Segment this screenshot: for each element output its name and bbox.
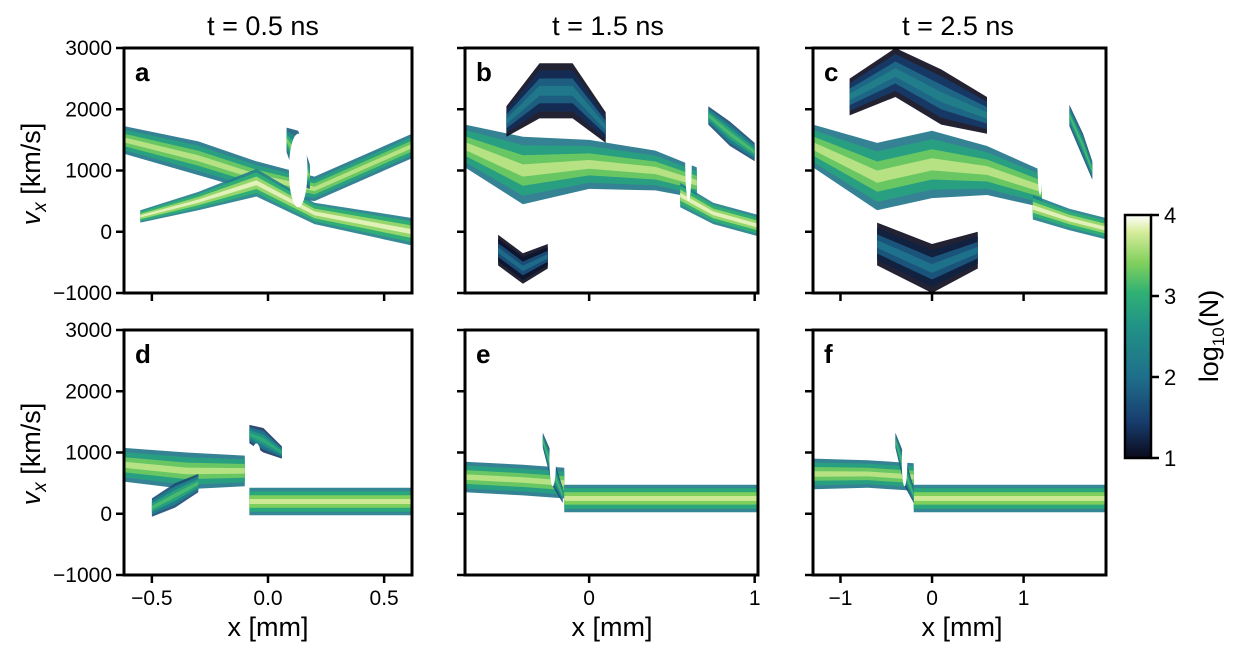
panel-letter: a — [135, 57, 150, 87]
x-axis-label-1: x [mm] — [228, 612, 309, 642]
band-4-layer-4 — [1032, 205, 1106, 231]
y-tick-label: 2000 — [65, 380, 112, 403]
band-1-layer-4 — [813, 471, 914, 480]
panel-e: 0 1 e — [457, 328, 761, 610]
heatmap-area — [813, 48, 1106, 293]
y-tick-label: 3000 — [65, 319, 112, 342]
band-3-layer-3 — [877, 234, 978, 280]
x-tick-label: 0 — [583, 587, 595, 610]
panel-letter: b — [476, 57, 492, 87]
panel-d: −1000 0 1000 2000 3000 −0.5 0.0 0.5 d — [53, 319, 414, 610]
band-1-layer-4 — [813, 142, 1042, 193]
band-2-layer-3 — [140, 176, 412, 238]
panel-f: −1 0 1 f — [805, 328, 1108, 610]
colorbar-ticks: 1 2 3 4 — [1151, 203, 1176, 471]
y-axis-label-bottom: vx [km/s] — [16, 403, 51, 506]
band-3-layer-4 — [877, 240, 978, 273]
x-tick-label: 0 — [926, 587, 938, 610]
y-tick-label: 2000 — [65, 98, 112, 121]
x-tick-label: −0.5 — [131, 587, 172, 610]
void-region-1 — [549, 431, 557, 487]
band-2-layer-3 — [506, 78, 606, 135]
band-2-layer-4 — [913, 496, 1106, 501]
band-1-layer-4 — [465, 142, 697, 186]
band-1-layer-4 — [124, 461, 245, 475]
band-4-layer-4 — [708, 113, 755, 154]
x-tick-label: 1 — [1018, 587, 1030, 610]
y-axis-label-top: vx [km/s] — [16, 123, 51, 226]
band-2-layer-4 — [849, 68, 987, 119]
colorbar: 1 2 3 4 log10(N) — [1123, 203, 1228, 471]
heatmap-area — [124, 424, 412, 517]
void-region-1 — [685, 115, 692, 202]
panel-a: −1000 0 1000 2000 3000 a — [53, 37, 414, 305]
void-region-1 — [251, 443, 262, 474]
x-axis-label-2: x [mm] — [572, 612, 653, 642]
y-tick-label: 1000 — [65, 160, 112, 183]
column-title-2: t = 1.5 ns — [552, 11, 664, 41]
band-2-layer-4 — [564, 496, 758, 501]
band-3-layer-4 — [151, 481, 199, 510]
panel-letter: d — [135, 339, 151, 369]
y-tick-label: 0 — [100, 221, 112, 244]
band-3-layer-4 — [542, 438, 563, 497]
heatmap-area — [813, 432, 1106, 513]
band-2-layer-4 — [249, 499, 412, 504]
panel-b: b — [457, 46, 760, 301]
panel-letter: c — [824, 57, 838, 87]
band-5-layer-3 — [498, 243, 548, 276]
panel-frame — [811, 328, 1108, 577]
void-region-1 — [901, 437, 908, 487]
colorbar-label: log10(N) — [1194, 290, 1228, 382]
colorbar-tick-label: 2 — [1164, 365, 1176, 390]
panel-letter: f — [824, 339, 833, 369]
band-2-layer-2 — [506, 70, 606, 140]
band-3-layer-4 — [680, 192, 758, 228]
column-title-1: t = 0.5 ns — [207, 11, 319, 41]
void-region-1 — [288, 133, 308, 208]
band-5-layer-2 — [498, 238, 548, 280]
y-tick-label: 0 — [100, 503, 112, 526]
panel-c: c — [805, 46, 1108, 301]
heatmap-area — [465, 63, 758, 284]
colorbar-tick-label: 3 — [1164, 284, 1176, 309]
band-1-layer-4 — [124, 137, 412, 192]
band-2-layer-4 — [506, 85, 606, 131]
void-region-1 — [1037, 109, 1043, 195]
heatmap-area — [465, 431, 758, 513]
band-4-layer-4 — [249, 432, 282, 454]
x-axis-label-3: x [mm] — [922, 612, 1003, 642]
x-tick-label: 0.0 — [253, 587, 282, 610]
colorbar-gradient — [1123, 213, 1153, 460]
band-1-layer-4 — [465, 474, 565, 486]
band-5-layer-4 — [498, 247, 548, 272]
x-tick-label: −1 — [828, 587, 852, 610]
colorbar-tick-label: 4 — [1164, 203, 1176, 228]
colorbar-tick-label: 1 — [1164, 446, 1176, 471]
heatmap-area — [124, 126, 412, 246]
band-5-layer-4 — [1069, 113, 1093, 173]
x-tick-label: 0.5 — [370, 587, 399, 610]
panel-frame — [463, 328, 760, 577]
y-tick-label: 3000 — [65, 37, 112, 60]
x-tick-label: 1 — [749, 587, 761, 610]
y-tick-label: −1000 — [53, 282, 112, 305]
band-2-layer-4 — [140, 180, 412, 235]
band-3-layer-4 — [895, 438, 914, 497]
column-title-3: t = 2.5 ns — [902, 11, 1014, 41]
band-2-layer-2 — [140, 172, 412, 243]
y-tick-label: 1000 — [65, 442, 112, 465]
y-tick-label: −1000 — [53, 564, 112, 587]
panel-letter: e — [476, 339, 490, 369]
